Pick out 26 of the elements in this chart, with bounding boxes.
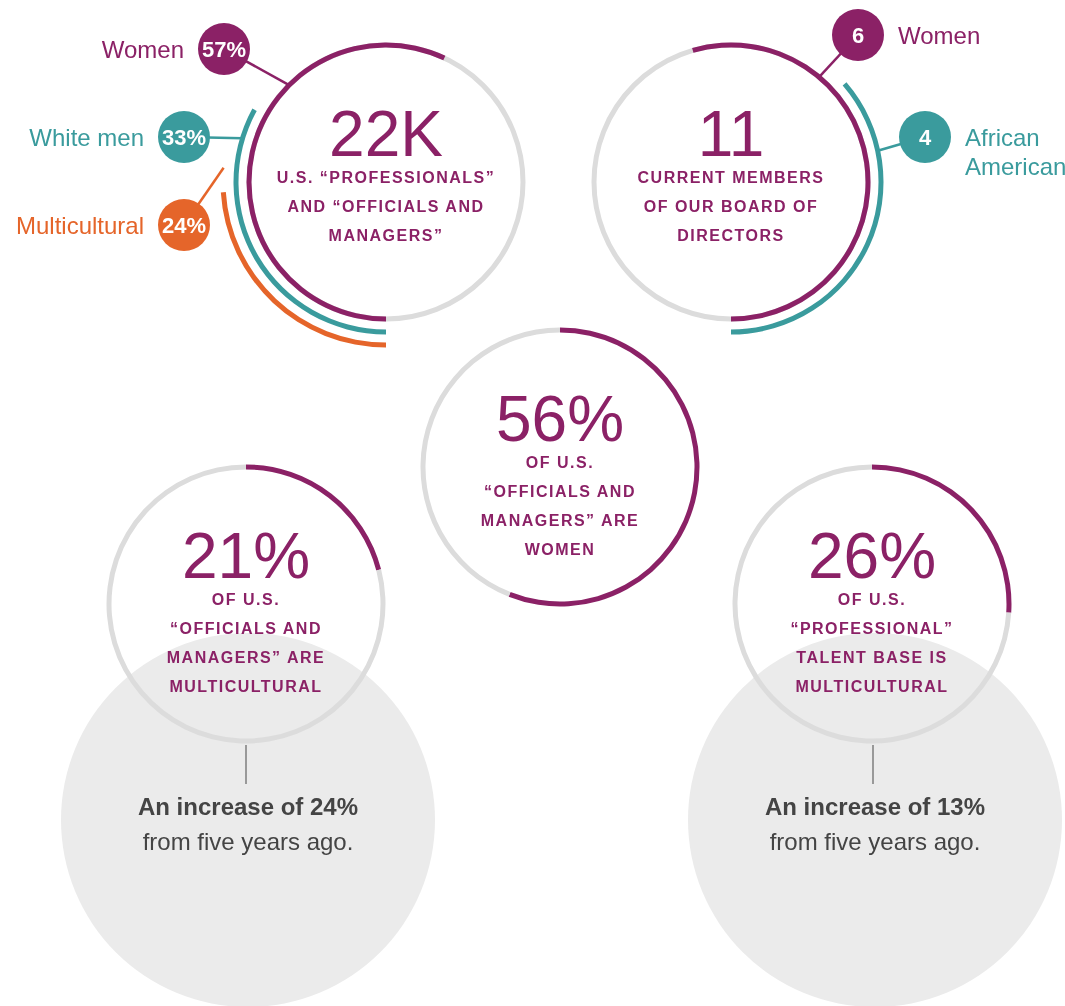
text: 22K (329, 98, 443, 170)
category-label: African American (965, 124, 1065, 180)
data-label: 33% (161, 125, 207, 150)
data-label: 26% (807, 520, 937, 592)
text: OF U.S. “PROFESSIONAL” TALENT BASE IS MULTICULTURAL (790, 591, 954, 695)
text: OF U.S. “OFFICIALS AND MANAGERS” ARE MULTICULTURAL (166, 591, 326, 695)
text: U.S. “PROFESSIONALS” AND “OFFICIALS AND MANAGERS” (276, 169, 496, 244)
data-label: 57% (201, 37, 247, 62)
donut-slice (732, 464, 1012, 744)
text: An increase of 24% (137, 793, 359, 820)
text: An increase of 13% (764, 793, 986, 820)
data-label: 6 (851, 23, 865, 48)
donut-slice (106, 464, 386, 744)
text: OF U.S. “OFFICIALS AND MANAGERS” ARE WOMEN (480, 454, 640, 558)
text: from five years ago. (142, 828, 354, 855)
data-label: 24% (161, 213, 207, 238)
text: from five years ago. (769, 828, 981, 855)
category-label: Multicultural (15, 212, 144, 239)
category-label: White men (29, 124, 144, 151)
data-label: 56% (495, 383, 625, 455)
data-label: 21% (181, 520, 311, 592)
category-label: Women (101, 36, 184, 63)
category-label: Women (898, 22, 981, 49)
data-label: 4 (918, 125, 932, 150)
text: 11 (697, 98, 765, 170)
text: CURRENT MEMBERS OF OUR BOARD OF DIRECTORS (637, 169, 825, 244)
